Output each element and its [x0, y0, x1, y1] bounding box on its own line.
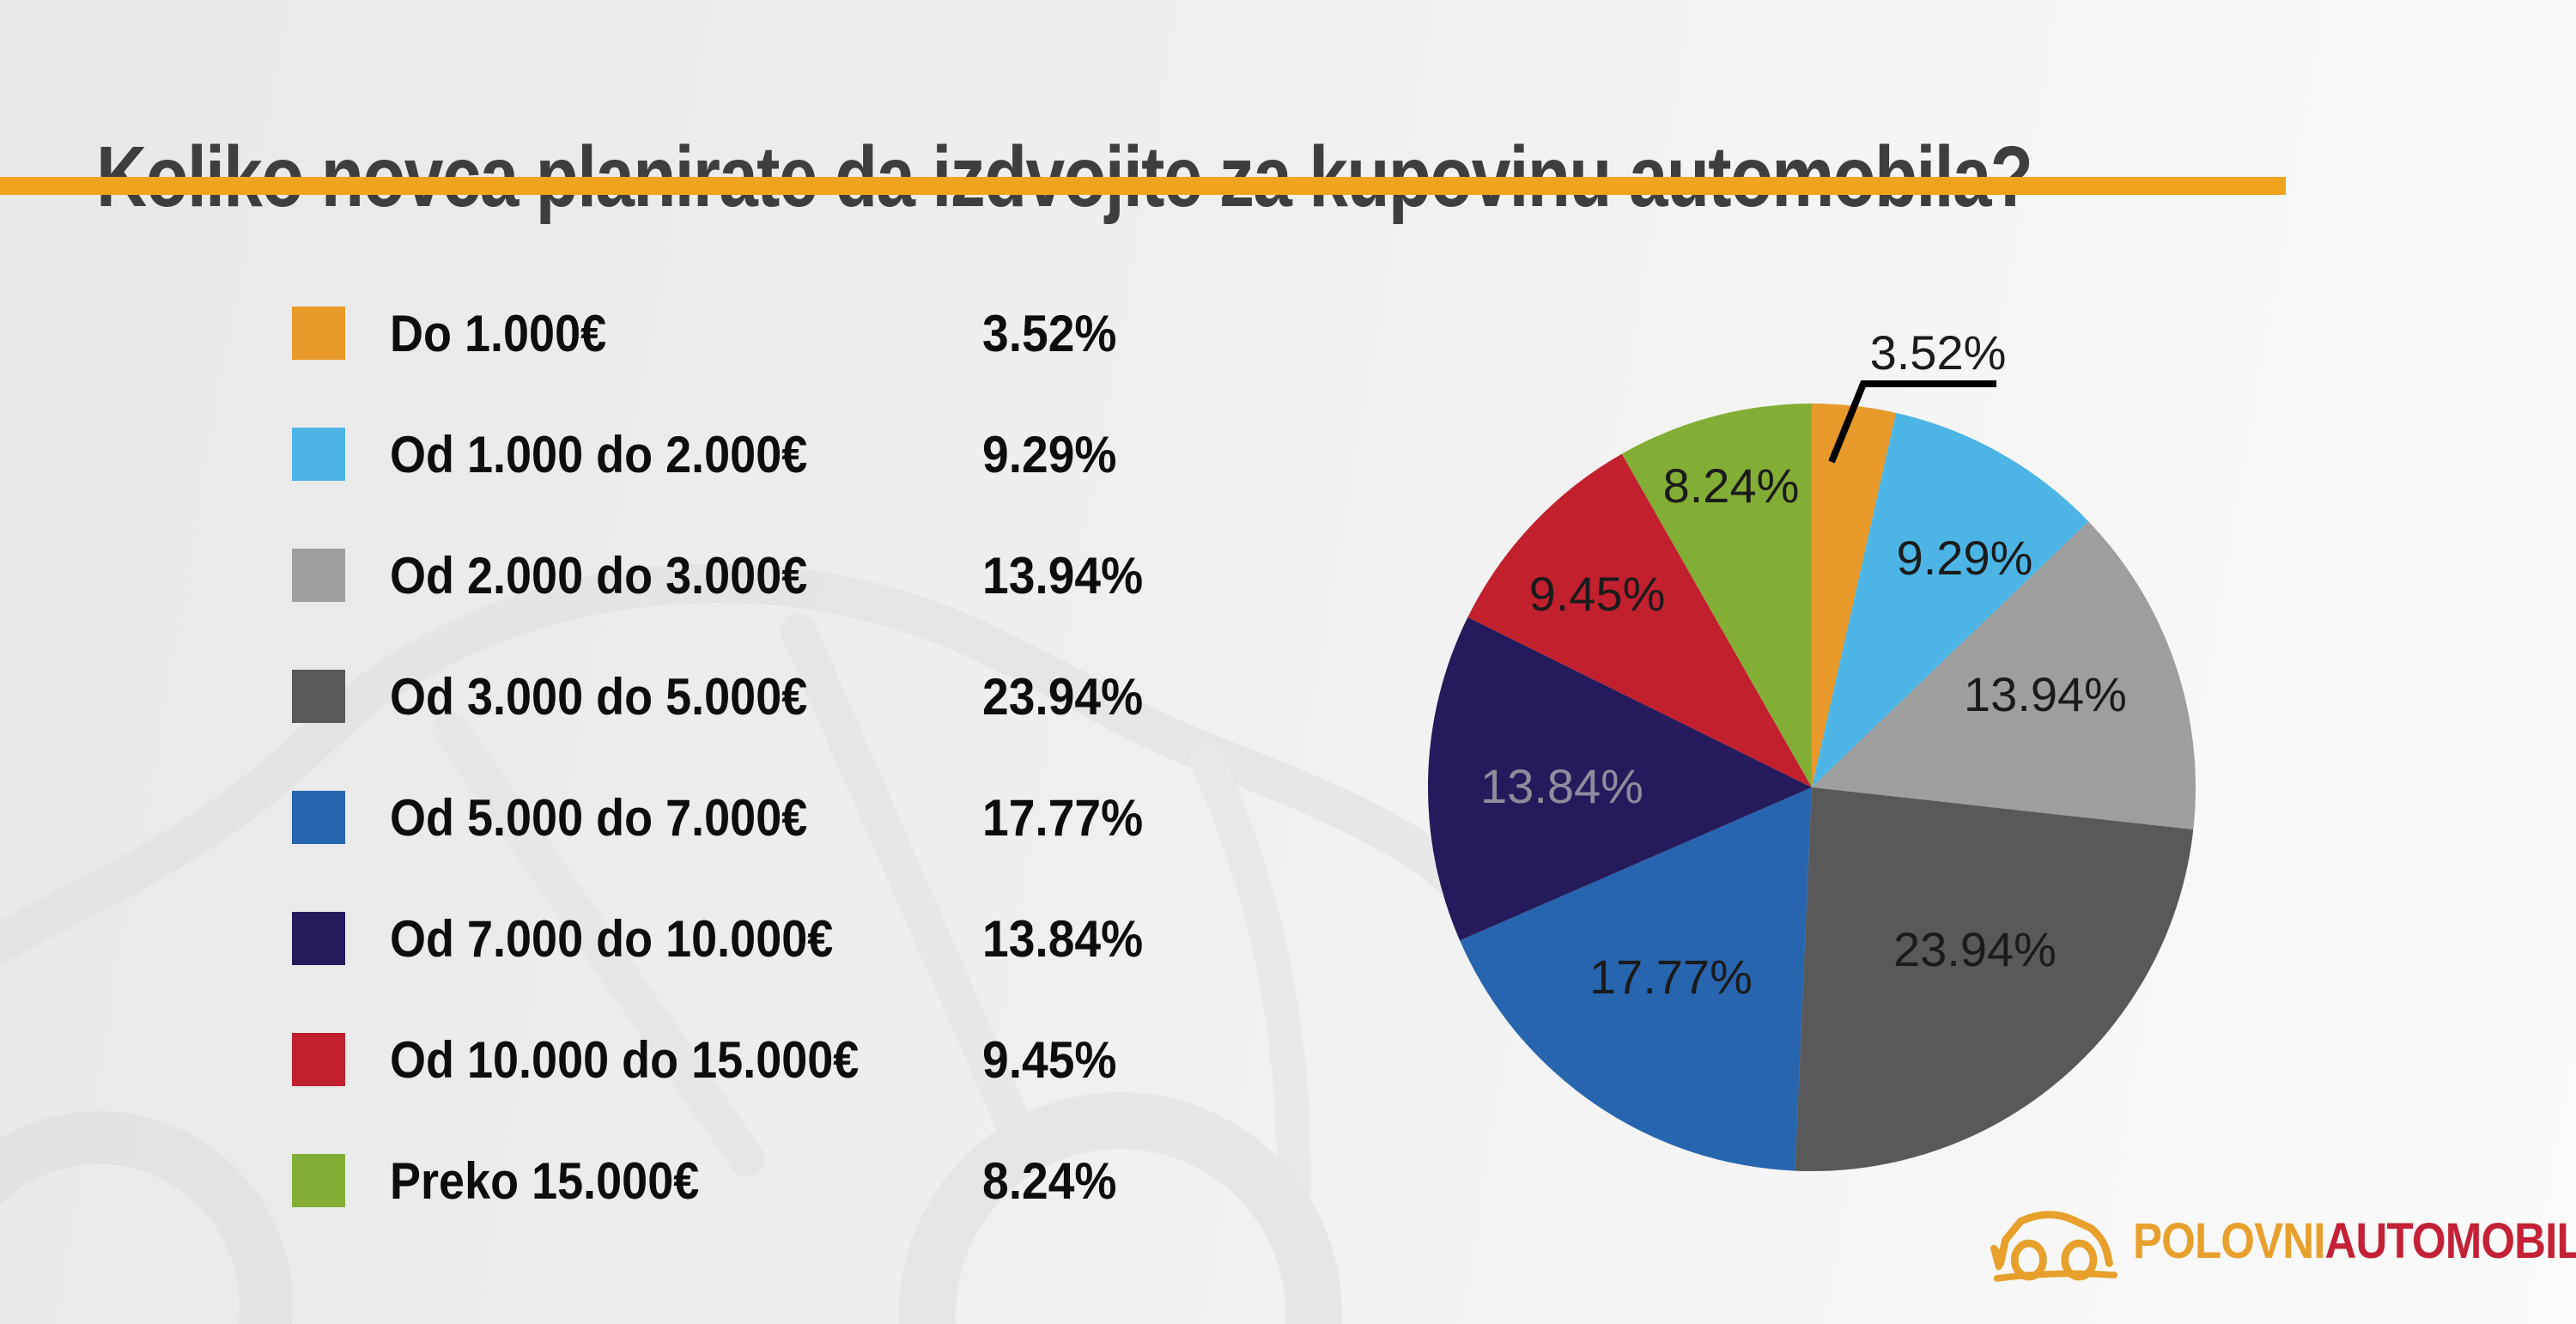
pie-slice-label: 9.29% — [1897, 531, 2033, 585]
legend-item: Od 2.000 do 3.000€ 13.94% — [292, 547, 1271, 604]
legend-label: Od 2.000 do 3.000€ — [390, 547, 808, 604]
legend-swatch — [292, 912, 345, 965]
legend-label: Preko 15.000€ — [390, 1152, 700, 1210]
legend-item: Do 1.000€ 3.52% — [292, 305, 1271, 362]
pie-chart: 9.29% 13.94% 23.94% 17.77% 13.84% 9.45% 8.24% 3… — [1408, 283, 2233, 1236]
legend-item: Od 5.000 do 7.000€ 17.77% — [292, 789, 1271, 847]
legend-label: Od 1.000 do 2.000€ — [390, 426, 808, 483]
legend-swatch — [292, 307, 345, 360]
legend-value: 13.84% — [982, 910, 1144, 968]
legend-value: 17.77% — [982, 789, 1144, 847]
legend-item: Od 7.000 do 10.000€ 13.84% — [292, 910, 1271, 968]
legend-swatch — [292, 549, 345, 602]
legend-value: 9.29% — [982, 426, 1117, 483]
car-watermark — [0, 563, 1479, 1324]
legend-swatch — [292, 1154, 345, 1207]
brand-logo: POLOVNIAUTOMOBILI — [1990, 1199, 2576, 1285]
legend-swatch — [292, 1033, 345, 1086]
legend-value: 23.94% — [982, 668, 1144, 726]
pie-slice — [1812, 412, 2089, 787]
pie-slice — [1812, 521, 2196, 830]
legend-item: Od 10.000 do 15.000€ 9.45% — [292, 1031, 1271, 1089]
legend-item: Preko 15.000€ 8.24% — [292, 1152, 1271, 1210]
legend-value: 3.52% — [982, 305, 1117, 362]
legend-value: 8.24% — [982, 1152, 1117, 1210]
pie-slice — [1460, 787, 1812, 1171]
pie-slice-label: 23.94% — [1893, 922, 2057, 976]
pie-slice — [1427, 616, 1812, 941]
pie-slice — [1812, 404, 1897, 787]
pie-slice-label: 9.45% — [1529, 567, 1666, 621]
pie-callout-label: 3.52% — [1870, 325, 2007, 380]
pie-callout-line — [1828, 380, 1996, 464]
pie-slice — [1795, 787, 2194, 1172]
legend-label: Do 1.000€ — [390, 305, 607, 362]
legend-value: 9.45% — [982, 1031, 1117, 1089]
legend-label: Od 7.000 do 10.000€ — [390, 910, 834, 968]
pie-slice — [1621, 404, 1812, 787]
legend-value: 13.94% — [982, 547, 1144, 604]
pie-slice-label: 13.94% — [1964, 667, 2127, 721]
legend-item: Od 3.000 do 5.000€ 23.94% — [292, 668, 1271, 726]
legend-label: Od 10.000 do 15.000€ — [390, 1031, 860, 1089]
pie-slice-label: 8.24% — [1663, 459, 1800, 513]
legend-label: Od 3.000 do 5.000€ — [390, 668, 808, 726]
legend-item: Od 1.000 do 2.000€ 9.29% — [292, 426, 1271, 483]
legend-swatch — [292, 428, 345, 481]
car-icon — [1990, 1211, 2118, 1282]
pie-slice-label: 17.77% — [1589, 950, 1753, 1004]
accent-bar — [0, 177, 2286, 195]
legend-swatch — [292, 670, 345, 723]
brand-part2: AUTOMOBILI — [2324, 1213, 2576, 1269]
legend-label: Od 5.000 do 7.000€ — [390, 789, 808, 847]
pie-slice — [1467, 453, 1812, 787]
pie-slice-label: 13.84% — [1480, 759, 1643, 813]
brand-wordmark: POLOVNIAUTOMOBILI — [2133, 1199, 2576, 1285]
brand-part1: POLOVNI — [2133, 1213, 2325, 1269]
legend-swatch — [292, 791, 345, 844]
legend: Do 1.000€ 3.52% Od 1.000 do 2.000€ 9.29% Od … — [292, 307, 1271, 1275]
